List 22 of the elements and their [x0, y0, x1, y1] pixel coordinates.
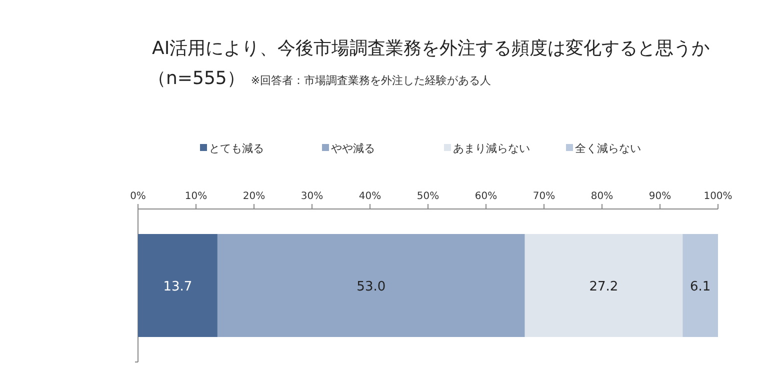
tick-label: 60%: [474, 191, 498, 202]
tick-label: 80%: [590, 191, 614, 202]
subtitle: （n=555）: [148, 68, 245, 89]
tick-label: 40%: [358, 191, 382, 202]
title: AI活用により、今後市場調査業務を外注する頻度は変化すると思うか: [152, 38, 710, 59]
legend-label: とても減る: [209, 142, 264, 155]
data-label: 27.2: [589, 280, 618, 294]
tick-label: 20%: [242, 191, 266, 202]
tick-label: 90%: [648, 191, 672, 202]
tick-label: 50%: [416, 191, 440, 202]
data-label: 6.1: [690, 280, 711, 294]
tick-label: 30%: [300, 191, 324, 202]
legend-label: やや減る: [331, 142, 375, 155]
tick-label: 0%: [130, 191, 146, 202]
legend-label: 全く減らない: [575, 142, 641, 155]
annotation: ※回答者：市場調査業務を外注した経験がある人: [250, 74, 492, 87]
data-label: 13.7: [163, 280, 192, 294]
tick-label: 70%: [532, 191, 556, 202]
tick-label: 10%: [184, 191, 208, 202]
tick-label: 100%: [704, 191, 732, 202]
data-label: 53.0: [356, 280, 386, 294]
legend-label: あまり減らない: [453, 142, 530, 155]
